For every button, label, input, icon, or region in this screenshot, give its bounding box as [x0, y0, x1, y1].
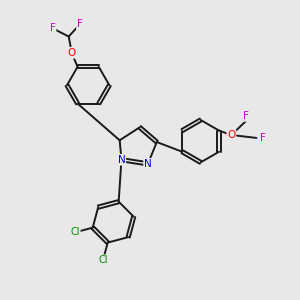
Text: F: F [260, 133, 266, 143]
Text: F: F [50, 23, 56, 33]
Text: F: F [243, 111, 249, 121]
Text: Cl: Cl [98, 255, 108, 265]
Text: O: O [227, 130, 236, 140]
Text: O: O [68, 48, 76, 58]
Text: F: F [77, 19, 83, 29]
Text: Cl: Cl [70, 227, 80, 237]
Text: N: N [144, 159, 152, 169]
Text: N: N [118, 155, 125, 165]
